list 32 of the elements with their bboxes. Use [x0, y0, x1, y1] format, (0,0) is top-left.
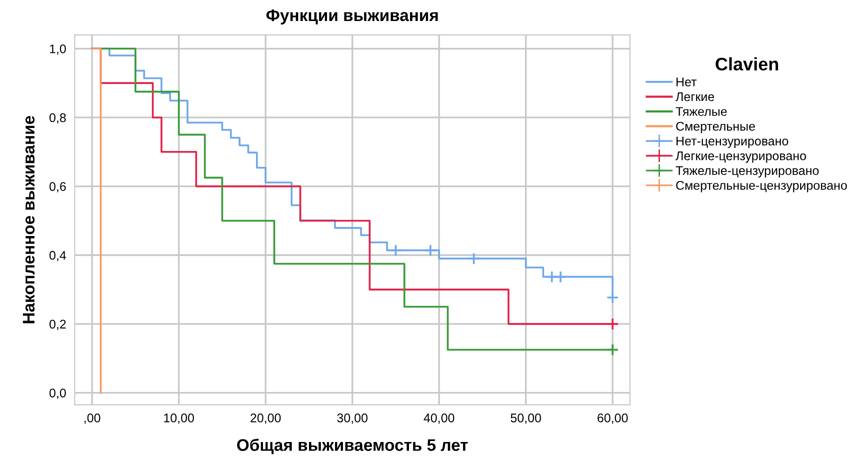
point	[606, 343, 619, 356]
x-tick-label: 30,00	[337, 414, 368, 424]
x-tick-label: 40,00	[424, 414, 454, 424]
y-tick-label: 0,4	[49, 250, 66, 262]
point	[468, 252, 480, 265]
legend-title: Clavien	[716, 57, 778, 70]
point	[389, 244, 402, 257]
x-tick-label: ,00	[84, 414, 100, 424]
legend-label: Нет	[676, 78, 697, 86]
x-tick-label: 60,00	[598, 414, 628, 424]
y-tick-label: 1,0	[50, 44, 66, 55]
point	[424, 244, 437, 257]
y-tick-label: 0,8	[49, 113, 66, 124]
y-tick-label: 0,6	[49, 182, 66, 192]
legend-label: Тяжелые-цензурировано	[676, 166, 819, 178]
legend-label: Нет-цензурировано	[676, 136, 788, 148]
x-tick-label: 50,00	[510, 414, 541, 424]
legend-label: Смертельные-цензурировано	[676, 180, 847, 192]
y-axis-title: Накопленное выживание	[22, 116, 35, 324]
legend-label: Легкие-цензурировано	[676, 152, 806, 163]
chart-title: Функции выживания	[266, 9, 438, 24]
point	[606, 318, 619, 330]
y-tick-label: 0,0	[49, 388, 66, 399]
legend-label: Смертельные	[676, 122, 755, 134]
legend-label: Легкие	[676, 92, 714, 102]
x-tick-label: 20,00	[250, 414, 281, 424]
point	[554, 270, 567, 284]
x-tick-label: 10,00	[164, 414, 194, 424]
legend-label: Тяжелые	[676, 107, 727, 116]
point	[606, 291, 619, 304]
x-axis-title: Общая выживаемость 5 лет	[237, 438, 468, 454]
y-tick-label: 0,2	[49, 320, 66, 330]
